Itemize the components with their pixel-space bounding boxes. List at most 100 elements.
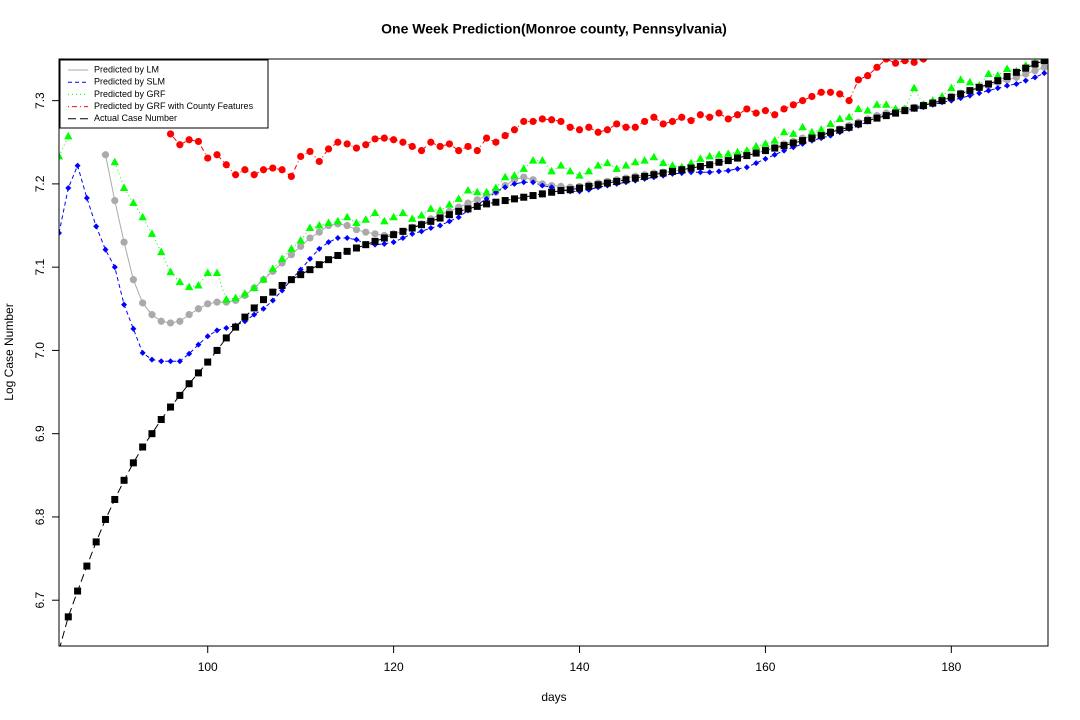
data-point [836, 90, 844, 98]
data-point [473, 146, 481, 155]
data-point [724, 157, 732, 165]
data-point [668, 117, 677, 126]
data-point [287, 251, 295, 259]
data-point [232, 171, 240, 179]
data-point [910, 104, 918, 112]
data-point [464, 142, 472, 151]
data-point [446, 218, 453, 225]
data-point [594, 128, 602, 136]
data-point [714, 150, 724, 158]
data-point [83, 195, 90, 202]
data-point [678, 166, 686, 174]
data-point [473, 196, 481, 204]
data-point [352, 226, 361, 234]
data-point [910, 59, 918, 66]
data-point [724, 149, 733, 157]
data-point [976, 90, 983, 97]
data-point [445, 211, 453, 219]
data-point [167, 358, 174, 365]
data-point [297, 152, 305, 161]
x-tick-label: 100 [198, 660, 218, 674]
data-point [538, 115, 546, 123]
data-point [529, 192, 537, 200]
data-point [985, 80, 993, 88]
legend-label: Predicted by GRF [94, 89, 166, 99]
data-point [752, 149, 760, 157]
data-point [492, 138, 500, 146]
data-point [390, 231, 398, 239]
data-point [734, 154, 742, 162]
data-point [380, 216, 389, 225]
data-point [994, 85, 1001, 92]
data-point [985, 87, 992, 94]
y-tick-label: 7.3 [33, 92, 47, 109]
data-point [956, 75, 965, 83]
data-point [343, 221, 351, 230]
data-point [399, 227, 407, 235]
data-point [725, 167, 732, 174]
plot-area [56, 59, 1048, 654]
data-point [56, 647, 63, 654]
data-point [1012, 68, 1020, 76]
data-point [892, 109, 900, 117]
data-point [389, 212, 398, 221]
data-point [491, 183, 501, 192]
data-point [277, 254, 287, 262]
data-point [678, 113, 686, 121]
data-point [668, 167, 676, 175]
data-point [455, 146, 463, 155]
data-point [761, 147, 769, 155]
legend-box [59, 59, 269, 129]
data-point [380, 134, 388, 142]
data-point [1004, 82, 1011, 89]
y-tick-label: 6.9 [33, 425, 47, 442]
data-point [845, 123, 853, 131]
data-point [603, 158, 612, 167]
data-point [176, 358, 183, 365]
data-point [780, 142, 788, 150]
data-point [325, 239, 332, 246]
data-point [204, 333, 211, 340]
x-axis-label: days [541, 690, 566, 704]
series-line [59, 60, 1045, 646]
data-point [463, 186, 473, 194]
data-point [771, 111, 779, 119]
data-point [59, 230, 62, 237]
data-point [222, 334, 230, 342]
data-point [371, 237, 379, 245]
data-point [696, 111, 704, 119]
data-point [324, 145, 333, 153]
data-point [882, 112, 890, 120]
data-point [501, 132, 509, 140]
data-point [408, 224, 416, 232]
data-point [1002, 64, 1012, 72]
data-point [120, 238, 128, 246]
data-point [650, 171, 658, 179]
data-point [826, 88, 835, 96]
data-point [343, 140, 351, 148]
data-point [771, 151, 778, 158]
data-point [352, 244, 360, 252]
data-point [316, 245, 323, 252]
data-point [139, 299, 147, 307]
data-point [770, 136, 779, 144]
data-point [204, 300, 212, 308]
data-point [176, 391, 184, 399]
data-point [872, 100, 882, 108]
data-point [854, 104, 863, 112]
data-point [753, 160, 760, 167]
y-tick-label: 7.0 [33, 342, 47, 359]
data-point [418, 221, 426, 229]
data-point [214, 327, 221, 334]
data-point [185, 380, 193, 388]
data-point [1040, 63, 1048, 71]
data-point [157, 247, 166, 256]
legend-label: Predicted by LM [94, 64, 159, 74]
data-point [445, 200, 454, 208]
data-point [816, 125, 826, 133]
data-point [743, 152, 751, 160]
data-point [194, 305, 203, 313]
data-point [473, 187, 482, 196]
data-point [213, 151, 221, 159]
data-point [334, 235, 341, 242]
